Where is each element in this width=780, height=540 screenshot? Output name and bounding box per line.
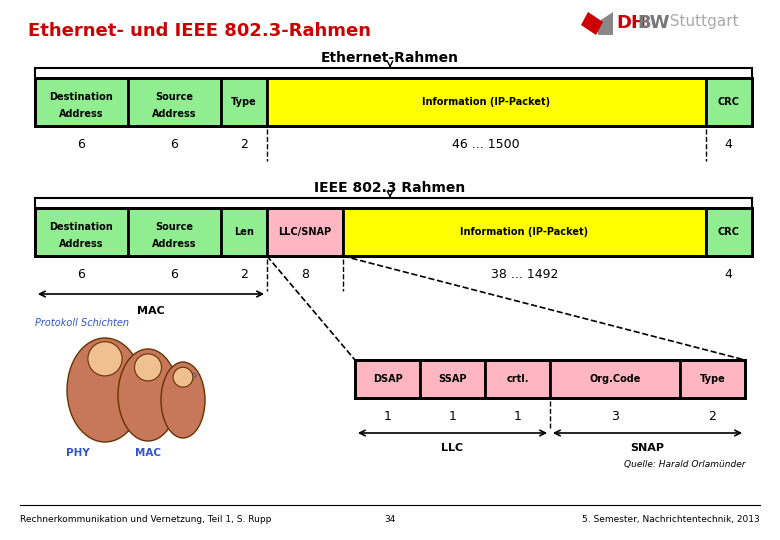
Text: DH: DH (616, 14, 646, 32)
Text: Information (IP-Packet): Information (IP-Packet) (460, 227, 588, 237)
Text: 1: 1 (513, 409, 522, 422)
Text: Destination: Destination (49, 222, 113, 232)
Text: Source: Source (155, 222, 193, 232)
Text: 1: 1 (448, 409, 456, 422)
Text: Address: Address (152, 239, 197, 249)
Bar (343, 208, 706, 256)
Bar (221, 78, 267, 126)
Text: 2: 2 (239, 138, 248, 151)
Bar (35, 78, 128, 126)
Text: CRC: CRC (718, 97, 739, 107)
Bar (128, 208, 221, 256)
Text: LLC/SNAP: LLC/SNAP (278, 227, 332, 237)
Text: 3: 3 (611, 409, 619, 422)
Ellipse shape (161, 362, 205, 438)
Text: Len: Len (234, 227, 254, 237)
Ellipse shape (118, 349, 178, 441)
Text: SNAP: SNAP (630, 443, 665, 453)
Text: MAC: MAC (135, 448, 161, 458)
Bar (35, 78, 752, 126)
Text: CRC: CRC (718, 227, 739, 237)
Bar (355, 360, 420, 398)
Ellipse shape (67, 338, 143, 442)
Bar (706, 208, 752, 256)
Bar (35, 208, 752, 256)
Bar (35, 208, 128, 256)
Text: 6: 6 (170, 267, 178, 280)
Bar (355, 360, 745, 398)
Text: Address: Address (59, 109, 104, 119)
Text: 4: 4 (725, 138, 732, 151)
Text: 4: 4 (725, 267, 732, 280)
Bar (267, 78, 706, 126)
Text: Address: Address (59, 239, 104, 249)
Text: 5. Semester, Nachrichtentechnik, 2013: 5. Semester, Nachrichtentechnik, 2013 (582, 515, 760, 524)
Text: SSAP: SSAP (438, 374, 466, 384)
Text: 46 ... 1500: 46 ... 1500 (452, 138, 520, 151)
Text: Ethernet-Rahmen: Ethernet-Rahmen (321, 51, 459, 65)
Text: 8: 8 (301, 267, 309, 280)
Text: BW: BW (637, 14, 669, 32)
Text: Org.Code: Org.Code (590, 374, 640, 384)
Text: 6: 6 (170, 138, 178, 151)
Bar (550, 360, 680, 398)
Text: Information (IP-Packet): Information (IP-Packet) (422, 97, 551, 107)
Text: 38 ... 1492: 38 ... 1492 (491, 267, 558, 280)
Text: PHY: PHY (66, 448, 90, 458)
Text: crtl.: crtl. (506, 374, 529, 384)
Bar (706, 78, 752, 126)
Text: Protokoll Schichten: Protokoll Schichten (35, 318, 129, 328)
Text: 34: 34 (385, 515, 395, 524)
Text: Type: Type (231, 97, 257, 107)
Circle shape (173, 367, 193, 387)
Text: IEEE 802.3 Rahmen: IEEE 802.3 Rahmen (314, 181, 466, 195)
Text: Destination: Destination (49, 92, 113, 102)
Circle shape (134, 354, 161, 381)
Text: Ethernet- und IEEE 802.3-Rahmen: Ethernet- und IEEE 802.3-Rahmen (28, 22, 371, 40)
Text: 2: 2 (239, 267, 248, 280)
Text: 6: 6 (77, 267, 85, 280)
Bar (420, 360, 485, 398)
Bar (267, 208, 343, 256)
Text: IP: IP (187, 373, 197, 383)
Polygon shape (581, 12, 603, 35)
Text: Address: Address (152, 109, 197, 119)
Text: Type: Type (700, 374, 725, 384)
Text: 1: 1 (384, 409, 392, 422)
Bar (680, 360, 745, 398)
Polygon shape (598, 12, 613, 35)
Text: 2: 2 (708, 409, 717, 422)
Text: Rechnerkommunikation und Vernetzung, Teil 1, S. Rupp: Rechnerkommunikation und Vernetzung, Tei… (20, 515, 271, 524)
Text: MAC: MAC (137, 306, 165, 316)
Text: Quelle: Harald Orlamünder: Quelle: Harald Orlamünder (623, 460, 745, 469)
Circle shape (88, 342, 122, 376)
Bar (485, 360, 550, 398)
Text: Source: Source (155, 92, 193, 102)
Text: LLC: LLC (441, 443, 463, 453)
Text: Stuttgart: Stuttgart (660, 14, 739, 29)
Text: 6: 6 (77, 138, 85, 151)
Bar (128, 78, 221, 126)
Text: DSAP: DSAP (373, 374, 402, 384)
Bar (221, 208, 267, 256)
